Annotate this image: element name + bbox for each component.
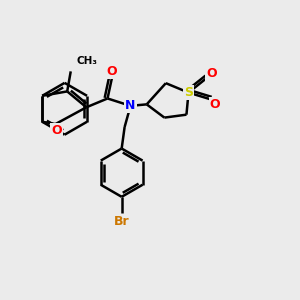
Text: O: O [106,65,117,78]
Text: CH₃: CH₃ [76,56,97,66]
Text: O: O [206,67,217,80]
Text: Br: Br [114,215,130,228]
Text: S: S [184,86,193,99]
Text: O: O [210,98,220,111]
Text: O: O [51,124,62,137]
Text: N: N [125,99,136,112]
